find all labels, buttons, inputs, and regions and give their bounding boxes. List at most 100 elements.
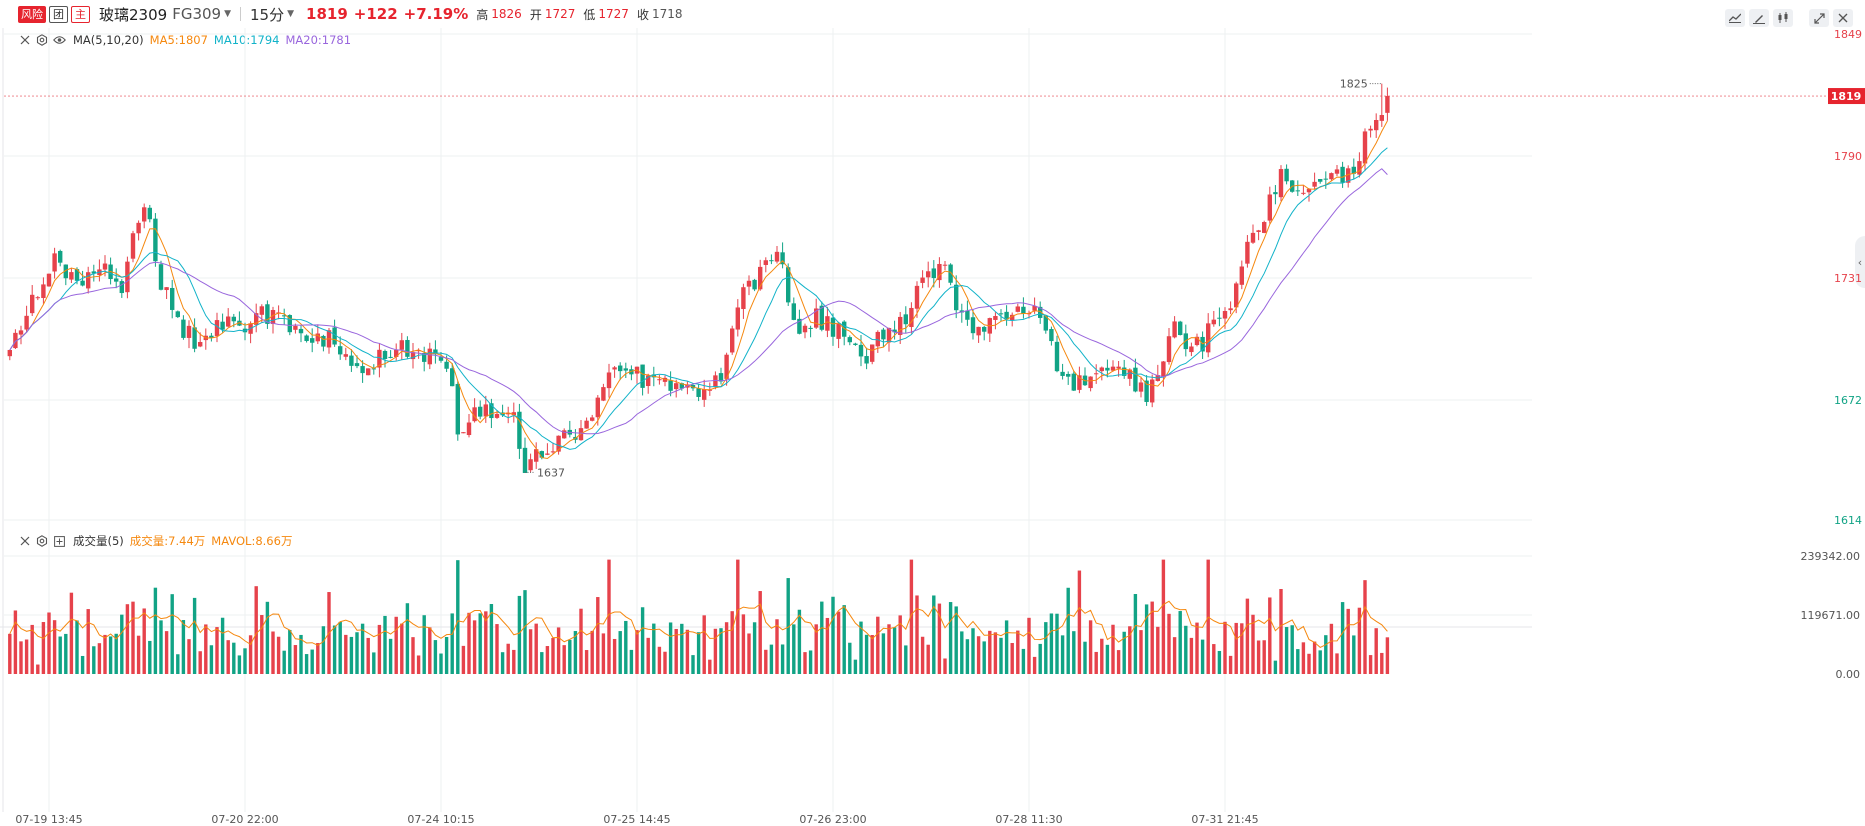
close-chart-icon[interactable] <box>1833 9 1853 27</box>
volume-bar <box>114 633 118 674</box>
candle-body <box>1262 222 1267 233</box>
visibility-eye-icon[interactable] <box>52 33 66 47</box>
volume-bar <box>450 613 454 674</box>
close-indicator-icon[interactable] <box>18 33 32 47</box>
candle-body <box>388 356 393 358</box>
volume-bar <box>696 632 701 674</box>
volume-bar <box>1111 624 1115 674</box>
volume-bar <box>215 627 219 674</box>
candle-body <box>130 233 136 259</box>
candle-body <box>931 268 936 279</box>
volume-bar <box>1290 625 1294 674</box>
period-dropdown-icon[interactable]: ▼ <box>287 9 295 19</box>
close-label: 收 <box>636 7 649 22</box>
time-tick-label: 07-26 23:00 <box>799 813 866 826</box>
volume-bar <box>1016 630 1020 674</box>
risk-tag[interactable]: 风险 <box>18 5 46 23</box>
volume-bar <box>1262 640 1266 674</box>
volume-bar <box>842 605 846 674</box>
candle-body <box>1060 371 1065 376</box>
volume-bar <box>1038 643 1042 674</box>
candle-body <box>1110 366 1116 371</box>
volume-bar <box>937 603 942 674</box>
candle-body <box>679 383 684 389</box>
volume-bar <box>1357 607 1362 674</box>
volume-bar <box>58 636 62 674</box>
ma5-line <box>9 120 1388 460</box>
volume-bar <box>1027 617 1031 674</box>
candle-body <box>881 329 886 340</box>
main-contract-tag[interactable]: 主 <box>71 5 90 23</box>
volume-bar <box>372 652 376 674</box>
candle-body <box>993 316 998 320</box>
volume-bar <box>769 644 774 674</box>
volume-bar <box>1279 588 1283 674</box>
candle-body <box>1054 341 1060 372</box>
volume-bar <box>685 629 690 674</box>
volume-bar <box>293 645 298 674</box>
candle-body <box>646 375 651 387</box>
volume-bar <box>971 628 975 674</box>
candle-body <box>998 313 1004 315</box>
volume-bar <box>120 614 124 674</box>
volume-settings-icon[interactable] <box>35 534 49 548</box>
volume-bar <box>825 617 830 674</box>
close-volume-icon[interactable] <box>18 534 32 548</box>
volume-bar <box>8 633 12 674</box>
candle-body <box>752 279 757 290</box>
candle-body <box>119 281 124 294</box>
chart-axes: 1849 1790 1731 1672 1614 239342.00 119671.00 0.… <box>4 28 1865 826</box>
volume-bar <box>388 638 393 674</box>
candle-body <box>1385 96 1390 113</box>
volume-bar <box>663 651 667 674</box>
candle-body <box>590 417 595 421</box>
candle-body <box>1379 115 1384 121</box>
candle-body <box>618 365 623 372</box>
volume-bar <box>444 637 449 674</box>
fullscreen-icon[interactable] <box>1809 9 1829 27</box>
volume-bar <box>1144 604 1149 674</box>
candle-body <box>1206 323 1211 353</box>
line-chart-icon[interactable] <box>1725 9 1745 27</box>
candle-body <box>1306 188 1312 193</box>
candle-body <box>746 280 752 287</box>
volume-bar <box>786 578 790 674</box>
volume-bar <box>153 587 158 674</box>
volume-bar <box>1380 652 1384 674</box>
symbol-code[interactable]: FG309 <box>172 5 222 23</box>
volume-bar <box>741 614 746 674</box>
draw-icon[interactable] <box>1749 9 1769 27</box>
volume-bar <box>316 643 320 674</box>
candle-body <box>1239 266 1244 285</box>
group-tag[interactable]: 团 <box>49 5 68 23</box>
volume-bar <box>1060 635 1065 674</box>
volume-bar <box>1044 622 1048 674</box>
collapse-panel-chevron-icon[interactable]: ‹ <box>1855 236 1865 288</box>
volume-bar <box>1284 627 1289 674</box>
volume-bar <box>881 633 886 674</box>
volume-bar <box>528 629 533 674</box>
moving-average-lines <box>9 120 1388 460</box>
volume-bar <box>887 624 891 674</box>
add-indicator-icon[interactable] <box>52 534 66 548</box>
volume-bar <box>181 620 186 674</box>
volume-bar <box>909 559 914 674</box>
volume-bar <box>556 627 561 674</box>
candle-body <box>472 407 477 422</box>
settings-icon[interactable] <box>35 33 49 47</box>
symbol-name[interactable]: 玻璃2309 <box>99 5 168 24</box>
period-selector[interactable]: 15分 <box>250 5 285 24</box>
volume-bar <box>1268 597 1272 674</box>
candle-body <box>354 363 360 367</box>
volume-bar <box>713 628 718 674</box>
candle-body <box>304 335 309 342</box>
candle-body <box>847 337 852 343</box>
candle-type-icon[interactable] <box>1773 9 1793 27</box>
volume-bar <box>1133 594 1138 674</box>
candle-body <box>1189 346 1194 353</box>
candle-body <box>763 260 768 265</box>
symbol-dropdown-icon[interactable]: ▼ <box>224 9 231 19</box>
price-tick-label: 1849 <box>1834 28 1862 41</box>
volume-bar <box>405 603 410 674</box>
